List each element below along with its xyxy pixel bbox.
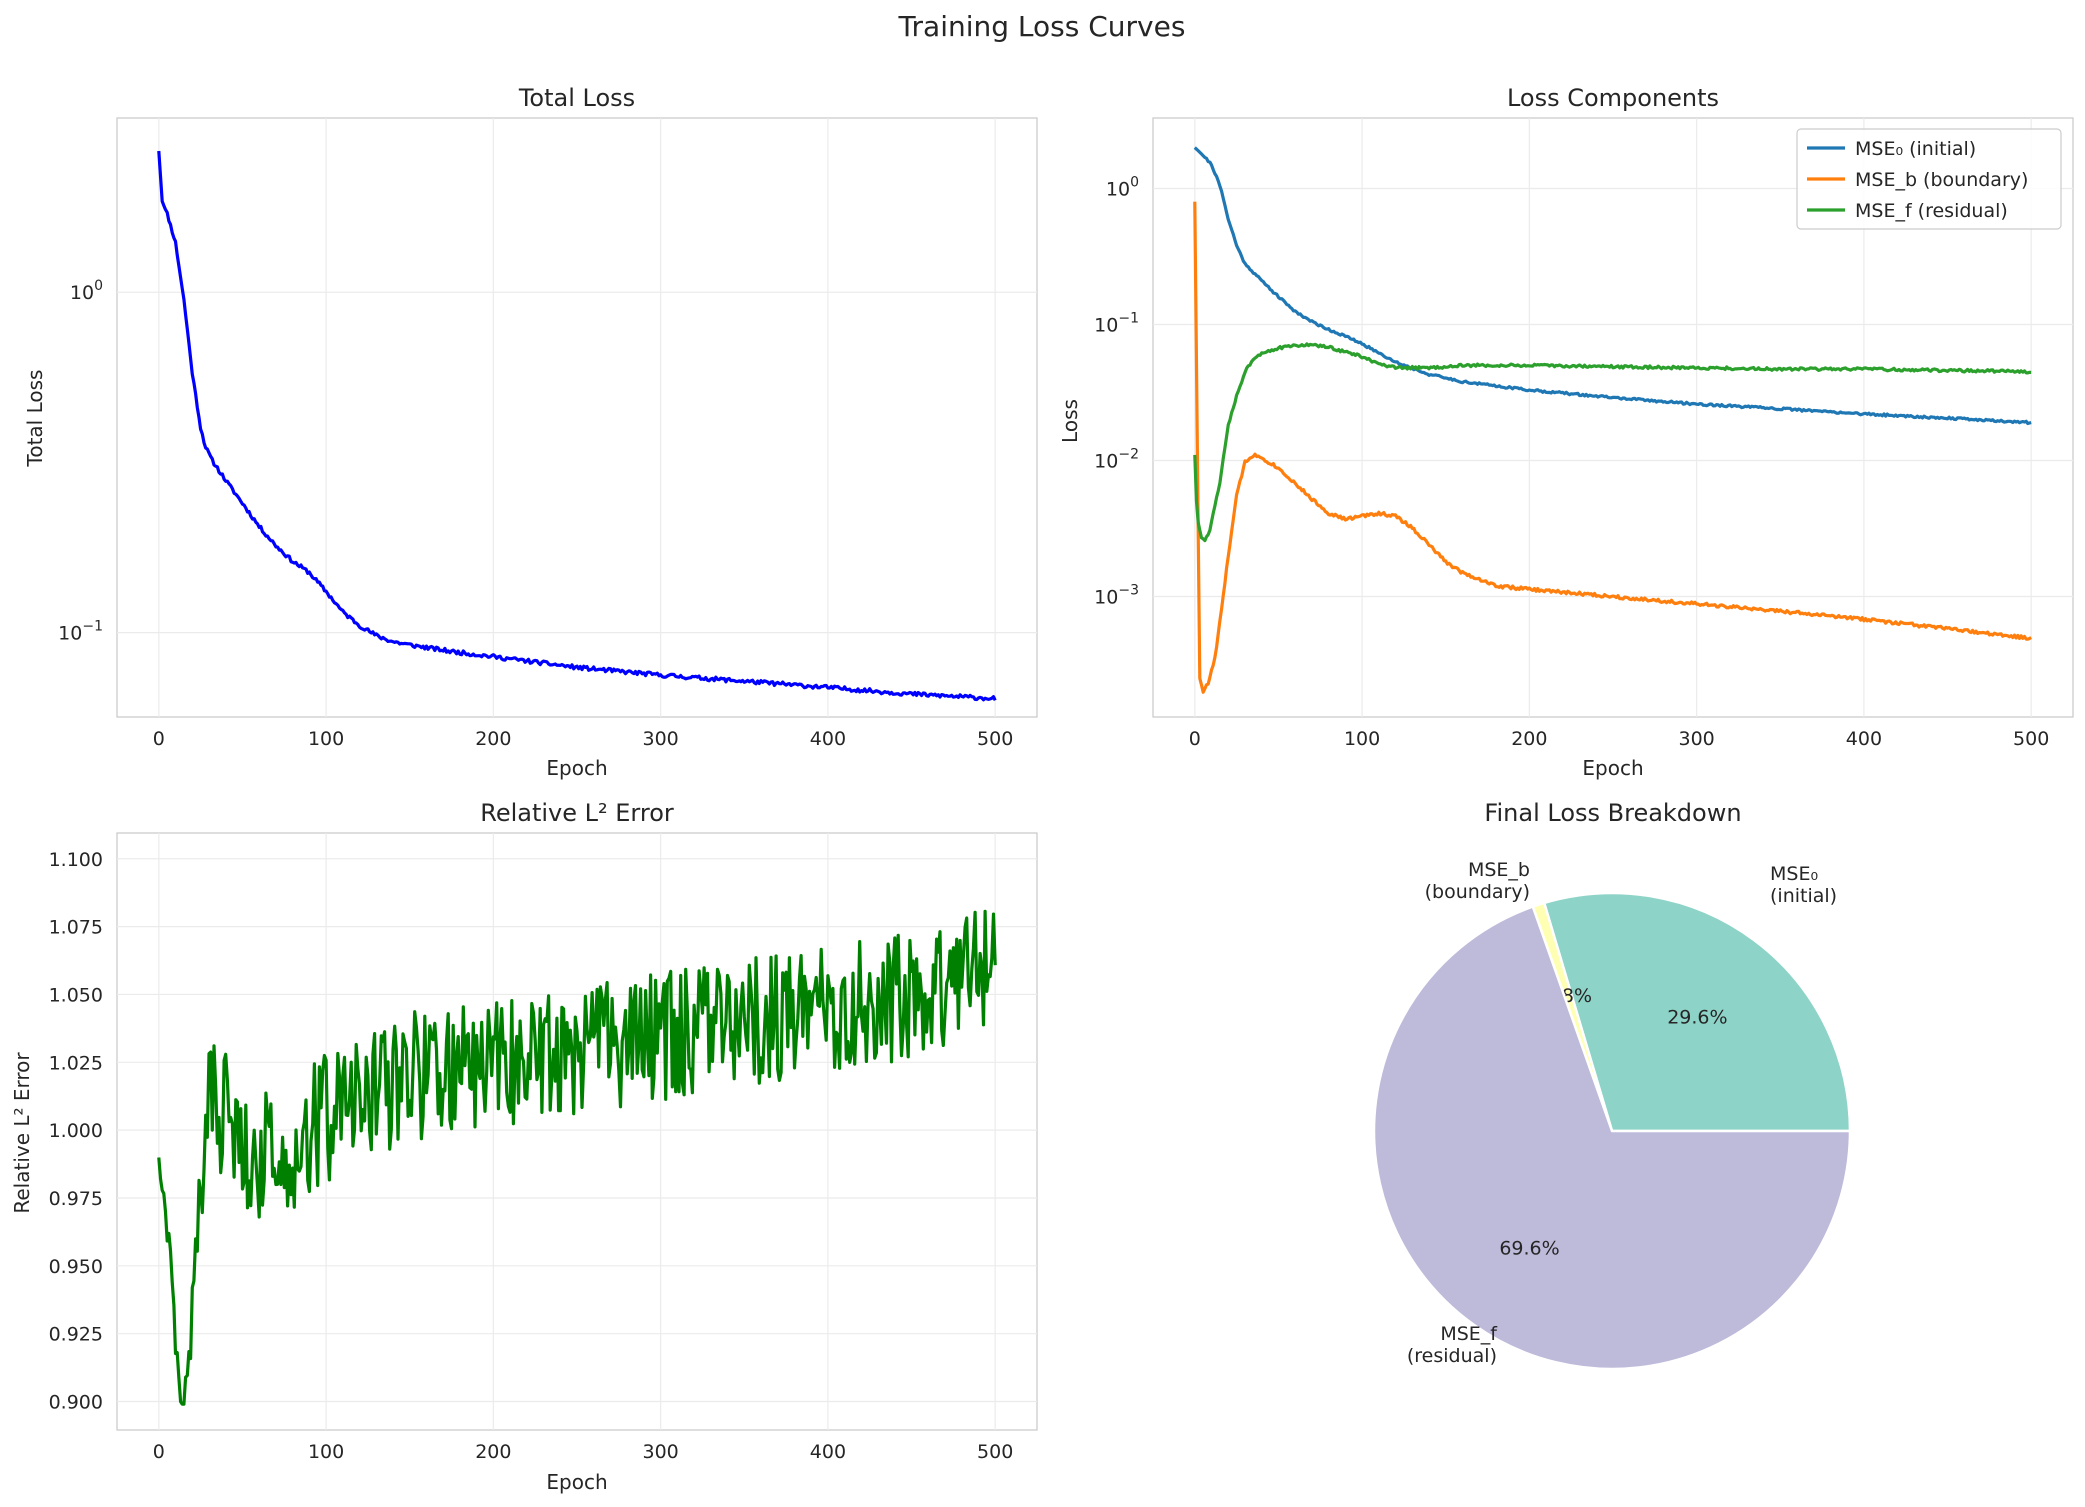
final-loss-breakdown-pct-2: 69.6% xyxy=(1499,1238,1559,1260)
total-loss-plot-area xyxy=(116,117,1038,718)
loss-components-ytick-label-1: 10−1 xyxy=(1094,311,1139,337)
final-loss-breakdown-label-0: MSE₀ (initial) xyxy=(1770,863,1837,907)
relative-l2-error-grid xyxy=(117,833,1037,1430)
relative-l2-error-xtick-label-1: 100 xyxy=(308,1441,344,1463)
total-loss-ylabel: Total Loss xyxy=(23,370,47,468)
loss-components-xtick-label-4: 400 xyxy=(1846,728,1882,750)
loss-components-ytick-label-2: 10−2 xyxy=(1094,447,1139,473)
relative-l2-error-xtick-label-0: 0 xyxy=(153,1441,165,1463)
total-loss-xtick-label-0: 0 xyxy=(153,728,165,750)
relative-l2-error-ytick-label-7: 1.075 xyxy=(49,917,103,939)
relative-l2-error-ytick-label-6: 1.050 xyxy=(49,984,103,1006)
total-loss-ytick-label-0: 100 xyxy=(70,278,103,304)
final-loss-breakdown-slice-0 xyxy=(1542,891,1852,1133)
loss-components-legend-label-1: MSE_b (boundary) xyxy=(1855,169,2028,191)
loss-components-xtick-label-5: 500 xyxy=(2013,728,2049,750)
loss-components-xtick-label-1: 100 xyxy=(1344,728,1380,750)
final-loss-breakdown-pct-0: 29.6% xyxy=(1667,1007,1727,1029)
loss-components-xtick-label-0: 0 xyxy=(1189,728,1201,750)
relative-l2-error-xtick-label-5: 500 xyxy=(977,1441,1013,1463)
loss-components-legend: MSE₀ (initial) MSE_b (boundary) MSE_f (res… xyxy=(1796,128,2062,230)
total-loss-ytick-label-1: 10−1 xyxy=(58,619,103,645)
final-loss-breakdown-panel: Final Loss Breakdown 29.6%MSE₀ (initial)0… xyxy=(1372,799,1852,1371)
relative-l2-error-ytick-label-3: 0.975 xyxy=(49,1188,103,1210)
relative-l2-ylabel: Relative L² Error xyxy=(10,1052,34,1214)
total-loss-xtick-label-1: 100 xyxy=(308,728,344,750)
final-loss-breakdown-title: Final Loss Breakdown xyxy=(1484,799,1741,827)
loss-components-legend-label-0: MSE₀ (initial) xyxy=(1855,138,1976,160)
relative-l2-error-ytick-label-4: 1.000 xyxy=(49,1120,103,1142)
relative-l2-xlabel: Epoch xyxy=(546,1470,607,1494)
relative-l2-title: Relative L² Error xyxy=(480,799,674,827)
loss-components-series-2 xyxy=(1193,342,2032,543)
loss-components-panel: Loss Components Epoch Loss 0 100 200 300 400… xyxy=(1058,84,2074,780)
relative-l2-error-xtick-label-4: 400 xyxy=(810,1441,846,1463)
total-loss-xtick-label-5: 500 xyxy=(977,728,1013,750)
loss-components-series-1 xyxy=(1193,201,2033,694)
loss-components-ytick-label-3: 10−3 xyxy=(1094,583,1139,609)
total-loss-series-0 xyxy=(157,150,997,702)
loss-components-series-0 xyxy=(1193,146,2032,426)
loss-components-legend-label-2: MSE_f (residual) xyxy=(1855,200,2008,222)
total-loss-xlabel: Epoch xyxy=(546,756,607,780)
total-loss-xtick-label-4: 400 xyxy=(810,728,846,750)
final-loss-breakdown-label-1: MSE_b (boundary) xyxy=(1425,859,1530,903)
relative-l2-error-series-0 xyxy=(157,909,997,1406)
total-loss-grid xyxy=(117,118,1037,717)
relative-l2-panel: Relative L² Error Epoch Relative L² Erro… xyxy=(10,799,1038,1494)
relative-l2-error-ytick-label-8: 1.100 xyxy=(49,849,103,871)
loss-components-ylabel: Loss xyxy=(1058,399,1082,443)
figure-title: Training Loss Curves xyxy=(898,10,1186,43)
final-loss-breakdown-slice-2 xyxy=(1372,905,1852,1371)
loss-components-title: Loss Components xyxy=(1507,84,1719,112)
total-loss-xtick-label-3: 300 xyxy=(643,728,679,750)
relative-l2-error-xtick-label-2: 200 xyxy=(475,1441,511,1463)
total-loss-title: Total Loss xyxy=(518,84,635,112)
relative-l2-error-ytick-label-2: 0.950 xyxy=(49,1256,103,1278)
total-loss-panel: Total Loss Epoch Total Loss 0 100 200 300 40… xyxy=(23,84,1038,780)
total-loss-xtick-label-2: 200 xyxy=(475,728,511,750)
final-loss-breakdown-label-2: MSE_f (residual) xyxy=(1407,1323,1498,1367)
relative-l2-error-ytick-label-0: 0.900 xyxy=(49,1392,103,1414)
relative-l2-error-ytick-label-1: 0.925 xyxy=(49,1324,103,1346)
relative-l2-error-ytick-label-5: 1.025 xyxy=(49,1052,103,1074)
loss-components-xlabel: Epoch xyxy=(1582,756,1643,780)
loss-components-xtick-label-3: 300 xyxy=(1679,728,1715,750)
loss-components-ytick-label-0: 100 xyxy=(1106,175,1139,201)
loss-components-xtick-label-2: 200 xyxy=(1511,728,1547,750)
relative-l2-error-xtick-label-3: 300 xyxy=(643,1441,679,1463)
